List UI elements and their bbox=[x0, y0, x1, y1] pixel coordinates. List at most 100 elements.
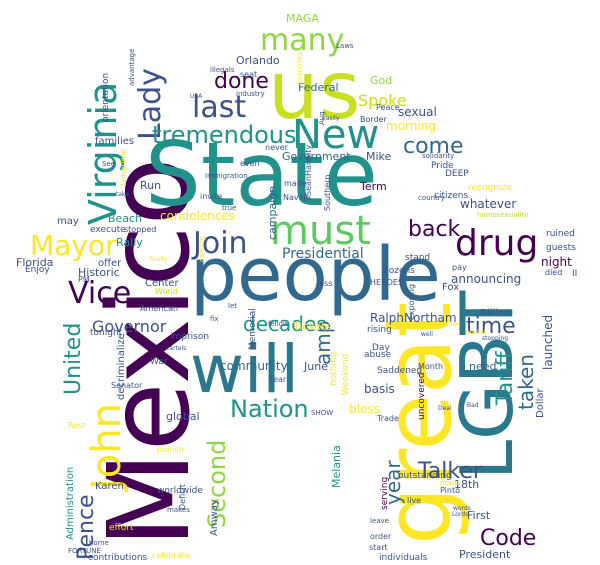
cloud-word-new: New bbox=[292, 112, 379, 158]
cloud-word-maga: MAGA bbox=[286, 12, 319, 25]
cloud-word-stopped: stopped bbox=[124, 225, 156, 234]
cloud-word-florida: Florida bbox=[16, 256, 53, 269]
cloud-word-exposing: exposing bbox=[407, 284, 416, 320]
cloud-word-time: time bbox=[466, 314, 516, 339]
cloud-word-let: let bbox=[228, 302, 237, 310]
cloud-word-easily: easily bbox=[322, 115, 340, 122]
cloud-word-advantage: advantage bbox=[128, 49, 136, 86]
cloud-word-deficit: Deficit bbox=[178, 484, 187, 510]
cloud-word-ii: II bbox=[572, 269, 577, 279]
cloud-word-seanhannity: SeanHannity bbox=[304, 145, 313, 196]
cloud-word-guests: guests bbox=[546, 243, 576, 253]
cloud-word-mayor: Mayor bbox=[30, 229, 117, 262]
cloud-word-abuse: abuse bbox=[364, 350, 392, 360]
cloud-word-american: American bbox=[140, 304, 178, 313]
cloud-word-lords: Lords bbox=[452, 511, 468, 518]
cloud-word-industry: industry bbox=[236, 90, 265, 98]
cloud-word-center: Center bbox=[145, 278, 180, 289]
cloud-word-border: Border bbox=[360, 115, 388, 124]
cloud-word-ruined: ruined bbox=[546, 229, 575, 239]
cloud-word-fox: Fox bbox=[442, 282, 459, 293]
cloud-word-administration: Administration bbox=[65, 467, 76, 540]
cloud-word-fortune: FORTUNE bbox=[68, 547, 101, 555]
cloud-word-decades: decades bbox=[243, 312, 327, 336]
cloud-word-weekend: Weekend bbox=[341, 354, 351, 395]
cloud-word-vice: Vice bbox=[68, 276, 131, 311]
cloud-word-fix: fix bbox=[210, 315, 219, 323]
cloud-word-rising: rising bbox=[367, 325, 392, 335]
cloud-word-united: United bbox=[61, 323, 86, 395]
cloud-word-seat: seat bbox=[240, 70, 257, 79]
cloud-word-enjoy: Enjoy bbox=[25, 265, 50, 275]
cloud-word-may: may bbox=[57, 216, 79, 227]
cloud-word-take: take bbox=[116, 191, 129, 198]
cloud-word-words: words bbox=[453, 505, 471, 512]
cloud-word-people: people bbox=[190, 232, 441, 318]
cloud-word-month: Month bbox=[418, 362, 443, 371]
cloud-word-many: many bbox=[260, 23, 344, 58]
cloud-word-must: must bbox=[270, 208, 371, 254]
cloud-word-ralphnortham: RalphNortham bbox=[370, 311, 457, 325]
cloud-word-basis: basis bbox=[364, 382, 395, 396]
cloud-word-us: us bbox=[268, 44, 360, 137]
cloud-word-announcing: announcing bbox=[451, 272, 521, 286]
cloud-word-uncovered: uncovered bbox=[417, 373, 427, 420]
cloud-word-nothing: nothing bbox=[329, 352, 339, 386]
cloud-word-government: Government bbox=[282, 150, 351, 163]
cloud-word-18th: 18th bbox=[454, 478, 479, 491]
cloud-word-country: country bbox=[418, 194, 445, 202]
cloud-word-join: Join bbox=[191, 226, 248, 261]
cloud-word-peace: Peace bbox=[376, 103, 400, 112]
cloud-word-whatever: whatever bbox=[460, 197, 516, 211]
cloud-word-night: night bbox=[541, 255, 572, 269]
cloud-word-bad: Bad bbox=[467, 402, 479, 409]
cloud-word-amway: Amway bbox=[209, 499, 220, 536]
cloud-word-morning: morning bbox=[386, 119, 436, 133]
cloud-word-war: War bbox=[150, 357, 168, 367]
cloud-word-bless: bless bbox=[349, 402, 380, 416]
cloud-word-tremendous: tremendous bbox=[152, 121, 297, 149]
cloud-word-hear: hear bbox=[268, 375, 287, 384]
cloud-word-mexico: Mexico bbox=[85, 157, 215, 548]
cloud-word-tickets: Tickets bbox=[292, 320, 332, 333]
cloud-word-pride: Pride bbox=[431, 161, 454, 171]
cloud-word-solidarity: solidarity bbox=[422, 152, 454, 160]
cloud-word-true: true bbox=[222, 204, 236, 212]
cloud-word-decriminalize: decriminalize bbox=[116, 333, 127, 400]
cloud-word-deep: DEEP bbox=[445, 169, 469, 179]
cloud-word-world: World bbox=[155, 287, 178, 296]
cloud-word-run: Run bbox=[140, 179, 161, 192]
cloud-word-spoke: Spoke bbox=[358, 91, 407, 110]
cloud-word-punish: punish bbox=[157, 445, 184, 454]
cloud-word-recognize: recognize bbox=[468, 183, 512, 193]
cloud-word-will: will bbox=[190, 331, 299, 408]
cloud-word-done: done bbox=[214, 69, 269, 94]
cloud-word-made: made bbox=[284, 179, 307, 188]
cloud-word-order: order bbox=[370, 532, 392, 541]
cloud-word-dozens: dozens bbox=[383, 266, 415, 276]
cloud-word-second: Second bbox=[203, 440, 231, 528]
cloud-word-countries: countries bbox=[296, 52, 304, 85]
cloud-word-rally: Rally bbox=[116, 236, 143, 249]
cloud-word-day: Day bbox=[372, 343, 390, 353]
cloud-word-never: never bbox=[265, 143, 289, 152]
cloud-word-campaign: campaign bbox=[266, 186, 279, 240]
cloud-word-need: need bbox=[469, 360, 497, 373]
cloud-word-back: back bbox=[408, 217, 461, 242]
cloud-word-execute: execute bbox=[90, 225, 126, 235]
cloud-word-contributions: contributions bbox=[88, 553, 148, 563]
cloud-word-year: year bbox=[381, 460, 405, 505]
cloud-word-billion: Billion bbox=[480, 308, 510, 319]
cloud-word-stopping: stopping bbox=[482, 335, 508, 342]
cloud-word-john: John bbox=[84, 403, 130, 493]
cloud-word-taken: taken bbox=[514, 354, 538, 410]
cloud-word-offer: offer bbox=[98, 258, 122, 269]
cloud-word-aug: Aug bbox=[318, 111, 326, 125]
cloud-word-coming: coming bbox=[198, 236, 206, 262]
cloud-word-virginia: Virginia bbox=[81, 82, 125, 225]
cloud-word-talker: Talker bbox=[417, 459, 483, 484]
cloud-word-pocket: pocket bbox=[466, 329, 487, 336]
cloud-word-laws: Laws bbox=[336, 42, 354, 50]
cloud-word-finally: finally bbox=[149, 256, 168, 263]
